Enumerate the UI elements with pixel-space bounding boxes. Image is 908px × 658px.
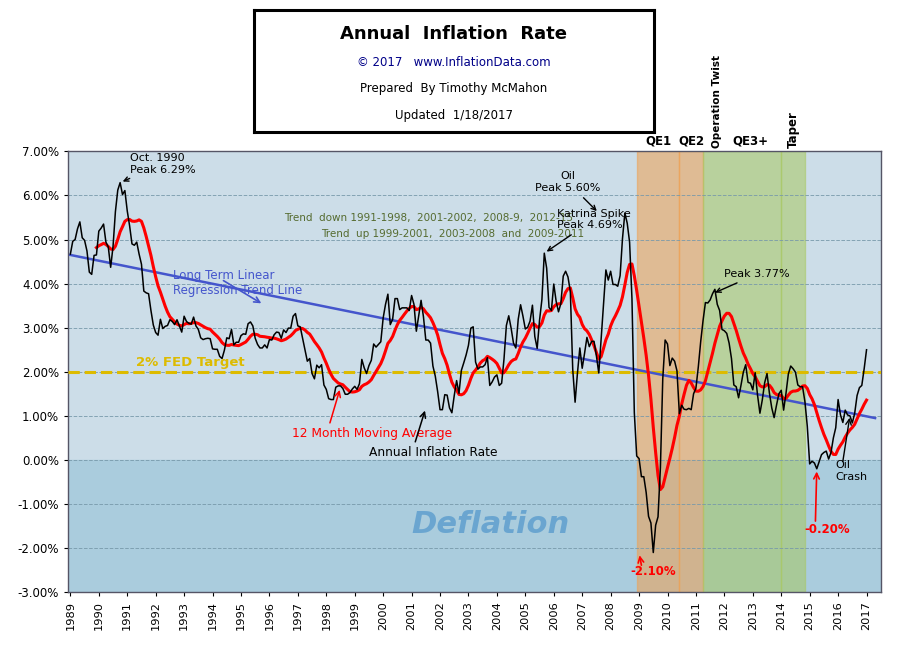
Text: Taper: Taper xyxy=(786,111,800,148)
Text: Katrina Spike
Peak 4.69%: Katrina Spike Peak 4.69% xyxy=(548,209,630,251)
Text: QE2: QE2 xyxy=(678,135,705,148)
Text: Long Term Linear
Regression Trend Line: Long Term Linear Regression Trend Line xyxy=(173,270,302,297)
Text: © 2017   www.InflationData.com: © 2017 www.InflationData.com xyxy=(357,56,551,68)
Bar xyxy=(703,151,781,592)
Text: QE1: QE1 xyxy=(645,135,671,148)
Text: QE3+: QE3+ xyxy=(733,135,768,148)
Text: Oil
Crash: Oil Crash xyxy=(835,460,867,482)
Text: 2% FED Target: 2% FED Target xyxy=(136,357,244,370)
Text: Trend  down 1991-1998,  2001-2002,  2008-9,  2012-15: Trend down 1991-1998, 2001-2002, 2008-9,… xyxy=(283,213,573,223)
Text: -2.10%: -2.10% xyxy=(630,565,676,578)
Text: Trend  up 1999-2001,  2003-2008  and  2009-2011: Trend up 1999-2001, 2003-2008 and 2009-2… xyxy=(321,229,584,240)
Bar xyxy=(637,151,679,592)
Text: Oct. 1990
Peak 6.29%: Oct. 1990 Peak 6.29% xyxy=(124,153,196,181)
Text: Peak 3.77%: Peak 3.77% xyxy=(716,269,790,292)
Bar xyxy=(679,151,703,592)
Text: Prepared  By Timothy McMahon: Prepared By Timothy McMahon xyxy=(360,82,548,95)
Text: -0.20%: -0.20% xyxy=(804,522,850,536)
Bar xyxy=(781,151,804,592)
Text: Operation Twist: Operation Twist xyxy=(712,55,722,148)
Text: Annual  Inflation  Rate: Annual Inflation Rate xyxy=(340,25,568,43)
Text: Deflation: Deflation xyxy=(411,510,570,539)
Text: Oil
Peak 5.60%: Oil Peak 5.60% xyxy=(536,172,601,210)
Text: Updated  1/18/2017: Updated 1/18/2017 xyxy=(395,109,513,122)
Text: 12 Month Moving Average: 12 Month Moving Average xyxy=(292,427,452,440)
Text: Annual Inflation Rate: Annual Inflation Rate xyxy=(369,446,498,459)
